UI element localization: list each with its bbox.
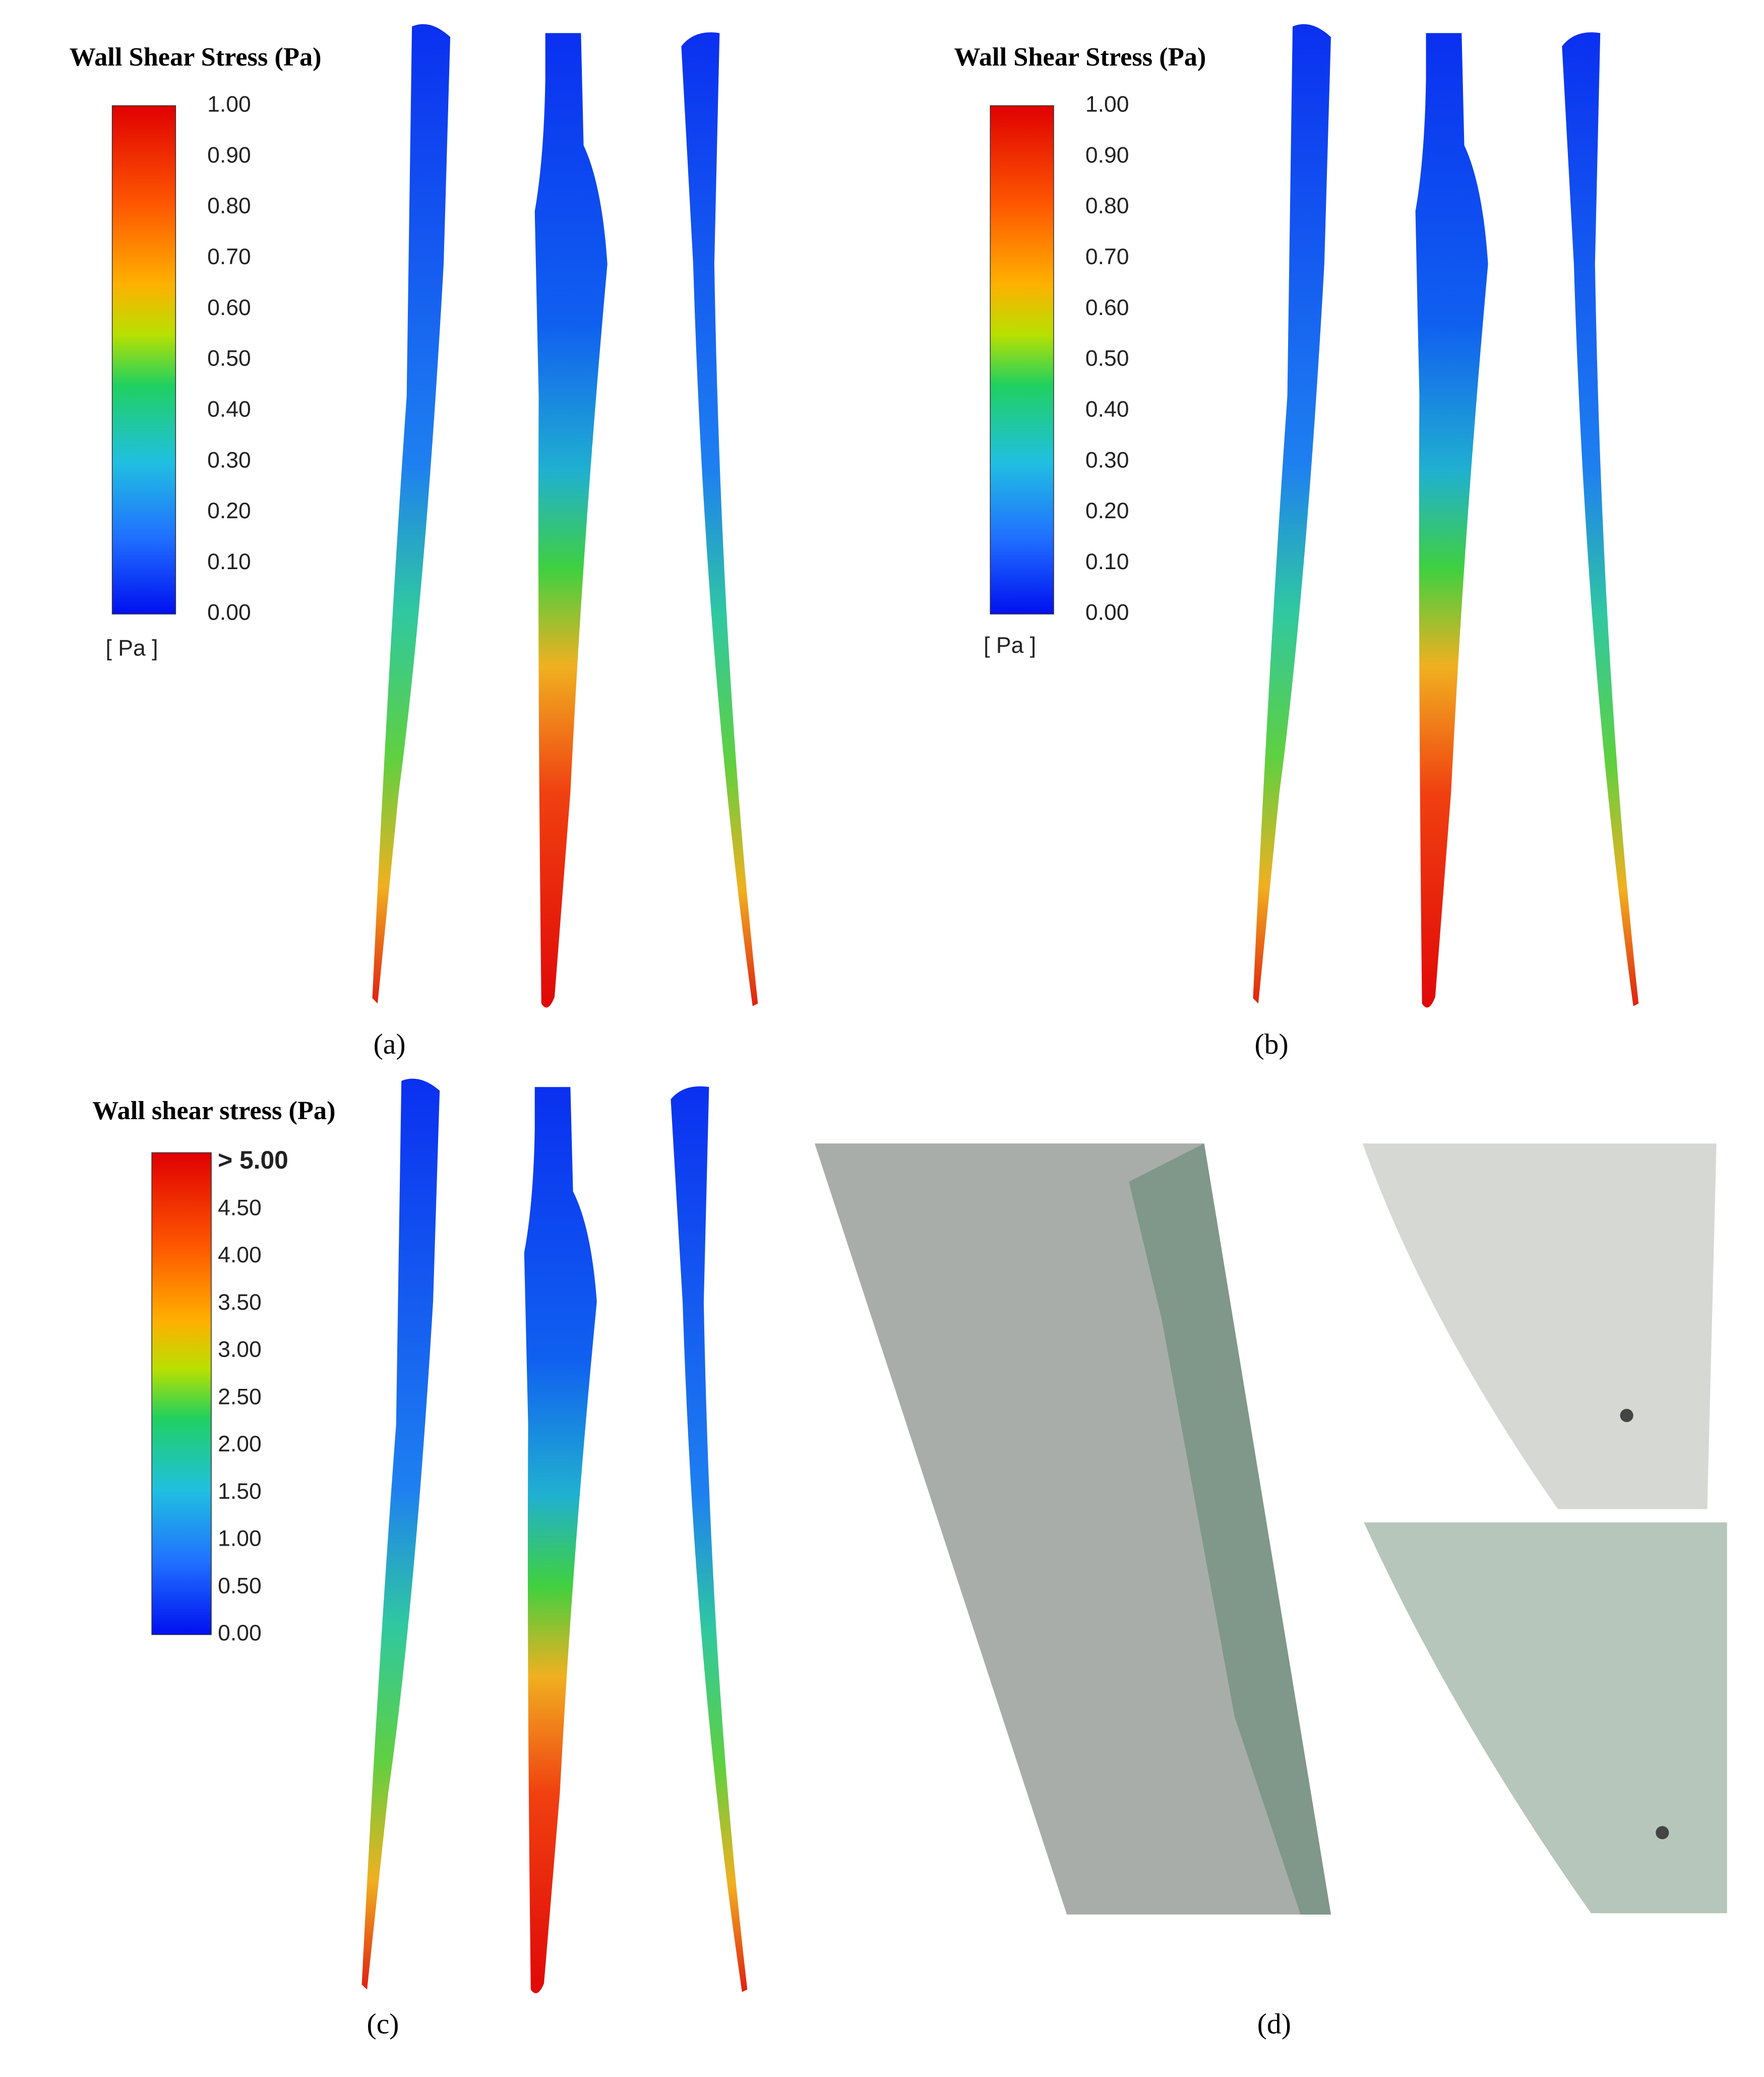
tick-label: 2.50	[218, 1384, 262, 1409]
tick-label: 0.50	[218, 1573, 262, 1598]
photo-marker	[1656, 1826, 1669, 1840]
legend-title: Wall shear stress (Pa)	[92, 1096, 336, 1125]
tick-label: 0.40	[207, 397, 251, 421]
tick-label: 0.50	[207, 346, 251, 371]
panel-a: Wall Shear Stress (Pa) [ Pa ] (a)	[70, 24, 758, 1060]
tick-label: 1.50	[218, 1479, 262, 1504]
unit-label: [ Pa ]	[106, 636, 158, 660]
caption: (d)	[1257, 2008, 1291, 2040]
blade-contours	[361, 1078, 748, 1993]
legend-title: Wall Shear Stress (Pa)	[954, 42, 1206, 72]
caption: (b)	[1255, 1028, 1289, 1060]
tick-label: 0.20	[1085, 499, 1129, 523]
tick-label: 0.80	[1085, 194, 1129, 218]
tick-label: 0.30	[207, 448, 251, 472]
tick-label: > 5.00	[218, 1146, 288, 1174]
tick-label: 0.40	[1085, 397, 1129, 421]
panel-c: Wall shear stress (Pa) (c)	[92, 1078, 748, 2040]
photo-top-right	[1362, 1143, 1717, 1509]
tick-label: 0.00	[218, 1621, 262, 1645]
tick-label: 0.60	[207, 295, 251, 320]
tick-label: 0.00	[207, 600, 251, 625]
caption: (c)	[367, 2008, 399, 2040]
tick-label: 2.00	[218, 1432, 262, 1456]
tick-label: 3.00	[218, 1337, 262, 1362]
unit-label: [ Pa ]	[984, 633, 1036, 658]
tick-label: 0.90	[1085, 143, 1129, 167]
tick-label: 4.00	[218, 1243, 262, 1267]
tick-label: 3.50	[218, 1290, 262, 1315]
tick-label: 0.50	[1085, 346, 1129, 371]
tick-label: 0.10	[207, 549, 251, 574]
colorbar	[151, 1152, 212, 1635]
tick-label: 0.30	[1085, 448, 1129, 472]
panel-d: (d)	[814, 1143, 1727, 2040]
tick-label: 1.00	[1085, 92, 1129, 116]
photo-edge	[1129, 1143, 1331, 1915]
tick-label: 0.10	[1085, 549, 1129, 574]
tick-label: 0.60	[1085, 295, 1129, 320]
tick-label: 0.90	[207, 143, 251, 167]
tick-label: 0.00	[1085, 600, 1129, 625]
tick-label: 0.70	[1085, 245, 1129, 269]
photo-bottom-right	[1364, 1522, 1727, 1914]
caption: (a)	[374, 1028, 406, 1060]
tick-label: 1.00	[207, 92, 251, 116]
colorbar	[990, 105, 1054, 615]
tick-label: 0.20	[207, 499, 251, 523]
tick-label: 0.80	[207, 194, 251, 218]
photo-marker	[1620, 1409, 1633, 1422]
colorbar	[111, 105, 176, 615]
blade-contours	[372, 24, 758, 1008]
blade-contours	[1253, 24, 1639, 1008]
tick-label: 1.00	[218, 1526, 262, 1551]
legend-title: Wall Shear Stress (Pa)	[70, 42, 322, 72]
tick-label: 0.70	[207, 245, 251, 269]
panel-b: Wall Shear Stress (Pa) [ Pa ] (b)	[954, 24, 1639, 1060]
tick-label: 4.50	[218, 1195, 262, 1220]
